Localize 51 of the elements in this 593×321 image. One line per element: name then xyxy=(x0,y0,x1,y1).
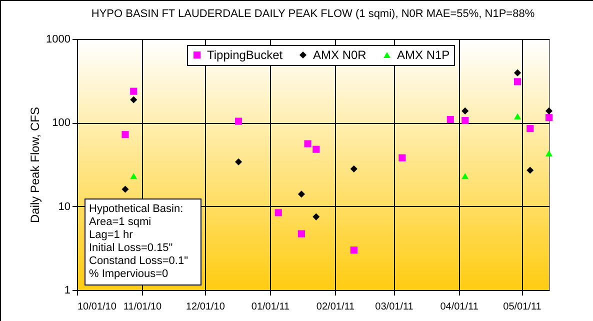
x-tick-label: 05/01/11 xyxy=(503,302,542,312)
x-tick-label: 03/01/11 xyxy=(375,302,414,312)
point xyxy=(545,114,553,122)
point xyxy=(298,190,305,198)
point xyxy=(514,69,522,76)
x-tick-label: 11/01/10 xyxy=(123,302,162,312)
point xyxy=(446,116,454,124)
y-tick-label: 100 xyxy=(52,117,70,130)
x-tick-label: 02/01/11 xyxy=(316,302,356,312)
point xyxy=(122,131,129,138)
y-tick-label: 10 xyxy=(58,200,70,213)
point xyxy=(122,186,129,193)
point xyxy=(514,78,522,86)
x-tick-label: 10/01/10 xyxy=(78,302,117,312)
point xyxy=(130,173,138,180)
point xyxy=(130,88,138,95)
point xyxy=(350,165,358,172)
point xyxy=(234,118,242,125)
legend-label: AMX N1P xyxy=(397,48,450,62)
point xyxy=(274,209,282,216)
y-tick-label: 1 xyxy=(64,284,70,296)
annotation: Initial Loss=0.15" xyxy=(89,242,173,254)
point xyxy=(526,166,534,174)
annotation: % Impervious=0 xyxy=(89,268,168,280)
point xyxy=(462,107,469,114)
y-tick-label: 1000 xyxy=(46,34,70,46)
point xyxy=(312,146,320,153)
point xyxy=(398,154,406,162)
point xyxy=(350,246,358,254)
legend-label: AMX N0R xyxy=(313,48,367,62)
x-tick-label: 04/01/11 xyxy=(440,302,479,312)
x-tick-label: 12/01/10 xyxy=(186,302,226,312)
legend-label: TippingBucket xyxy=(207,48,284,62)
point xyxy=(130,96,138,104)
point xyxy=(545,150,553,156)
point xyxy=(304,140,312,148)
annotation: Hypothetical Basin: xyxy=(89,203,184,215)
point xyxy=(462,173,469,180)
y-axis-title: Daily Peak Flow, CFS xyxy=(28,106,42,224)
point xyxy=(312,213,320,220)
point xyxy=(298,230,305,238)
annotation: Constand Loss=0.1" xyxy=(89,255,188,267)
annotation: Area=1 sqmi xyxy=(89,216,152,228)
point xyxy=(234,158,242,166)
point xyxy=(462,117,469,124)
chart-title: HYPO BASIN FT LAUDERDALE DAILY PEAK FLOW (1 sqmi), N0R MAE=55%, N1P=88% xyxy=(91,8,535,20)
point xyxy=(514,113,522,120)
annotation: Lag=1 hr xyxy=(89,229,134,241)
x-tick-label: 01/01/11 xyxy=(251,302,290,312)
point xyxy=(545,107,553,114)
point xyxy=(526,125,534,132)
